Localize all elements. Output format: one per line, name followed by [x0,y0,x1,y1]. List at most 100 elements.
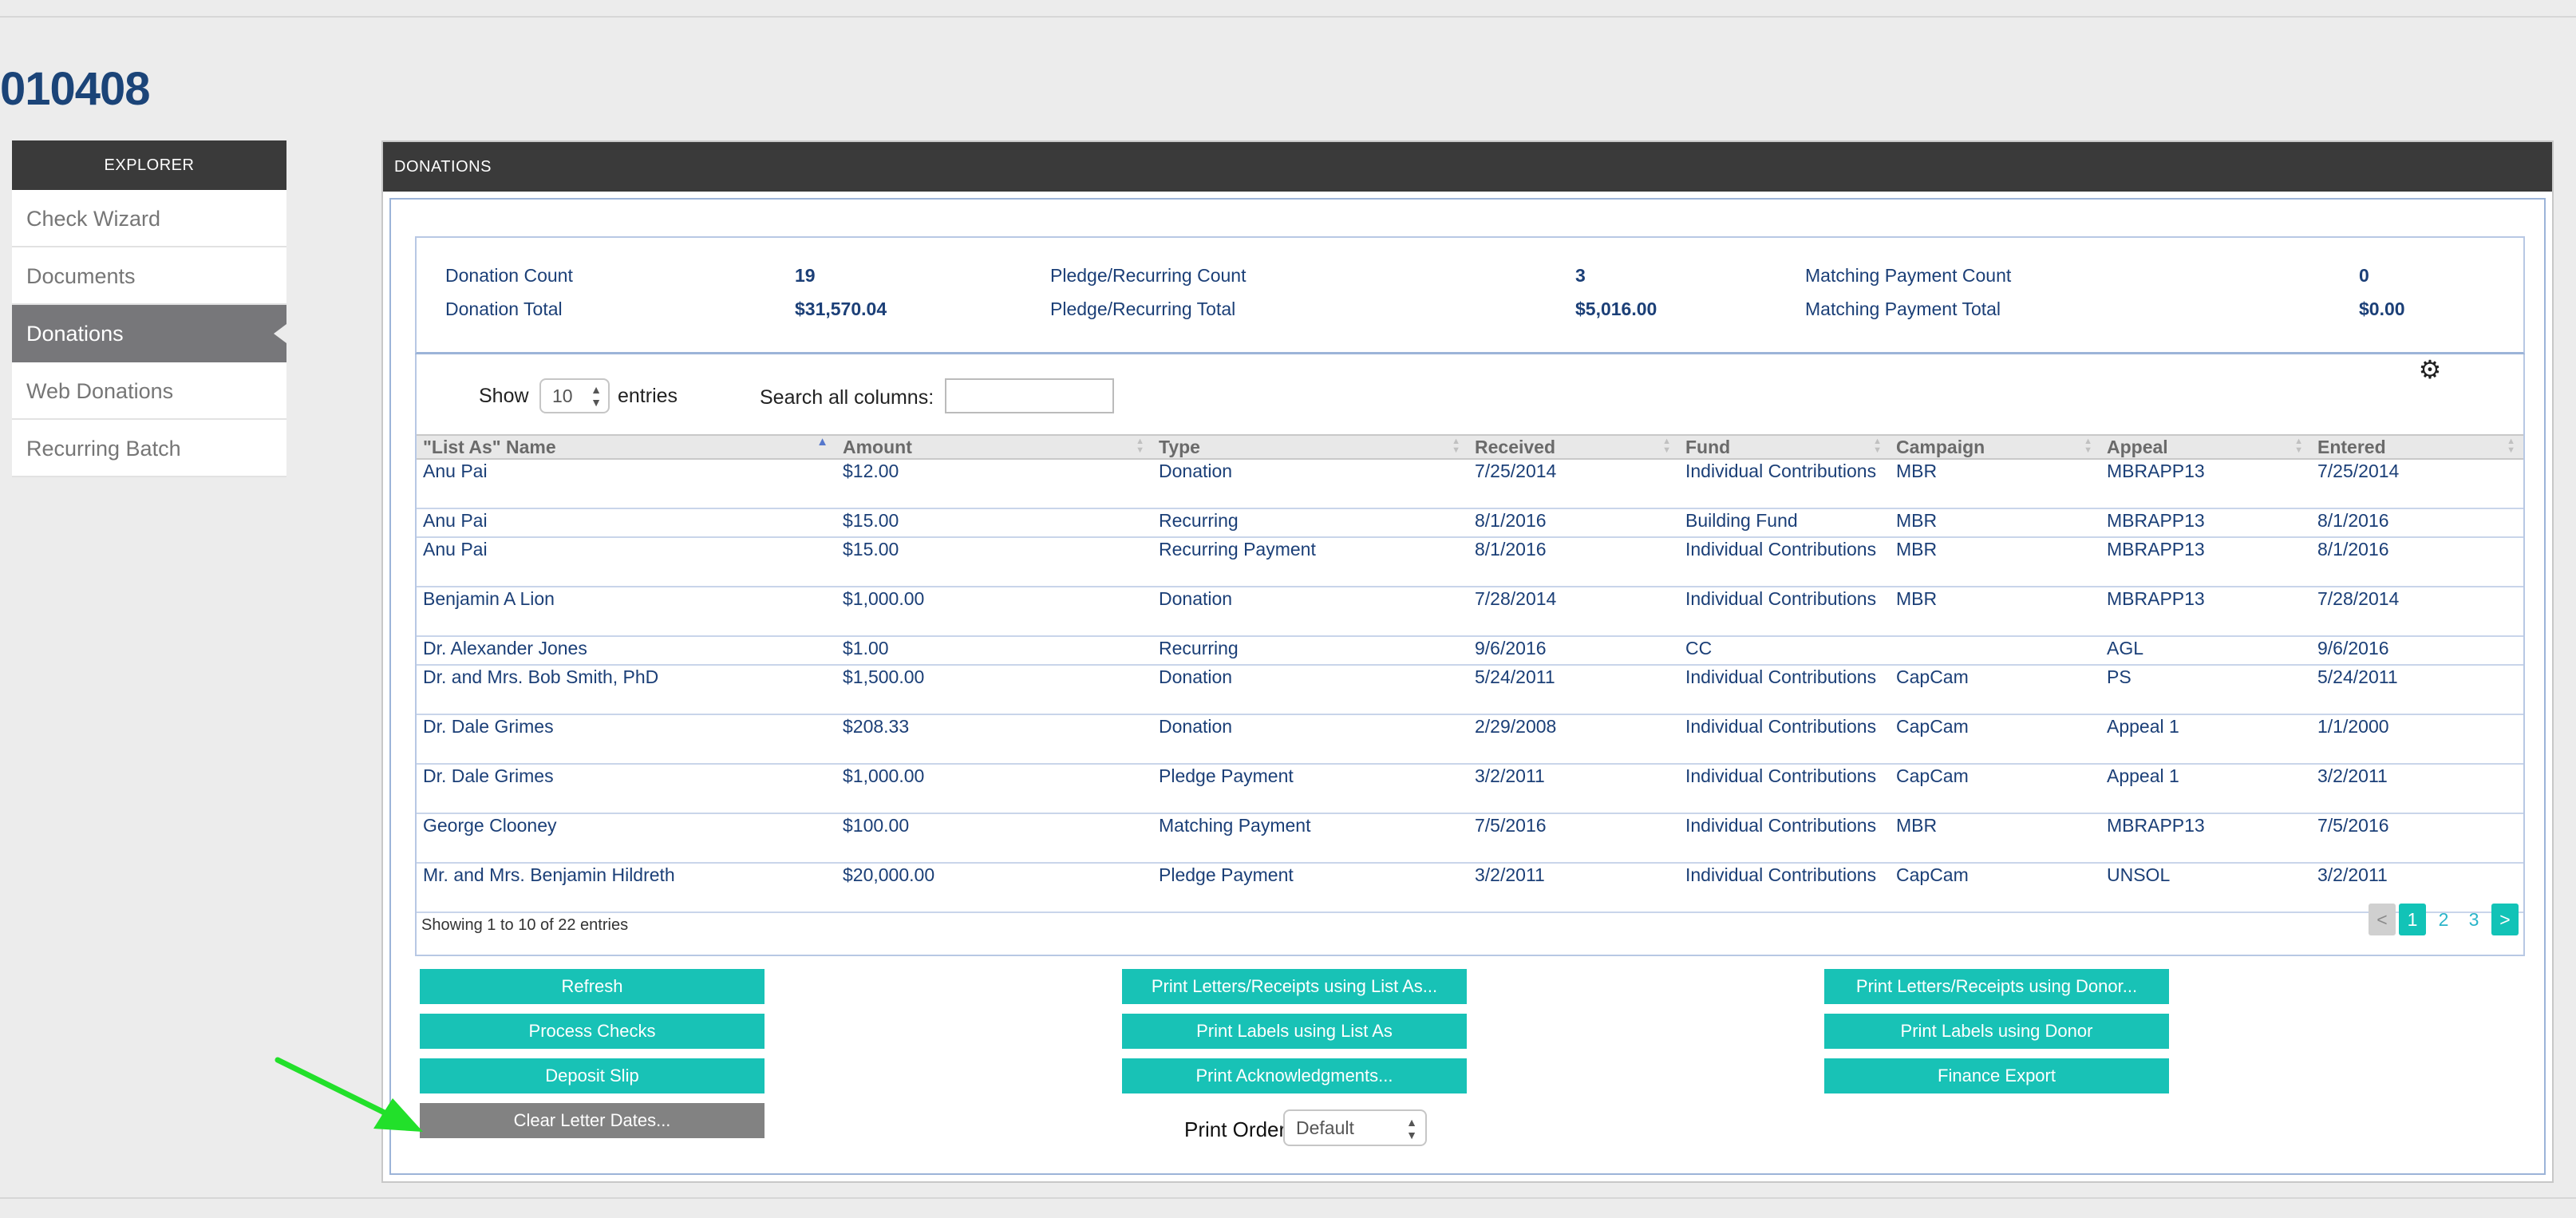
donation-total-label: Donation Total [445,299,563,319]
column-header-type[interactable]: Type ▲ ▼ [1152,434,1468,460]
cell-appeal: MBRAPP13 [2100,459,2311,509]
column-header-entered[interactable]: Entered ▲ ▼ [2311,434,2523,460]
panel-content: Donation Count 19 Donation Total $31,570… [389,198,2546,1175]
table-row[interactable]: Mr. and Mrs. Benjamin Hildreth $20,000.0… [417,863,2523,913]
table-row[interactable]: Dr. Dale Grimes $208.33 Donation 2/29/20… [417,714,2523,765]
refresh-button[interactable]: Refresh [420,969,765,1004]
table-row[interactable]: Dr. and Mrs. Bob Smith, PhD $1,500.00 Do… [417,665,2523,715]
page-2-button[interactable]: 2 [2438,909,2449,930]
cell-type: Donation [1152,714,1468,765]
cell-entered: 9/6/2016 [2311,636,2523,666]
sort-icon: ▲ ▼ [1136,437,1144,455]
cell-fund: Individual Contributions [1679,665,1890,715]
matching-total-value: $0.00 [2359,299,2405,319]
print-labels-list-as-button[interactable]: Print Labels using List As [1122,1014,1467,1049]
sidebar-item-documents[interactable]: Documents [12,247,286,305]
donation-count-value: 19 [795,265,816,286]
donations-table: "List As" Name ▲ Amount ▲ ▼ Type ▲ ▼ Received… [417,434,2523,913]
table-row[interactable]: Dr. Alexander Jones $1.00 Recurring 9/6/… [417,636,2523,666]
cell-entered: 7/25/2014 [2311,459,2523,509]
cell-entered: 3/2/2011 [2311,863,2523,913]
deposit-slip-button[interactable]: Deposit Slip [420,1058,765,1093]
finance-export-button[interactable]: Finance Export [1824,1058,2169,1093]
column-header-received[interactable]: Received ▲ ▼ [1468,434,1679,460]
process-checks-button[interactable]: Process Checks [420,1014,765,1049]
matching-total-label: Matching Payment Total [1805,299,2001,319]
pledge-count-label: Pledge/Recurring Count [1050,265,1247,286]
cell-list-as-name: Dr. Dale Grimes [417,714,836,765]
cell-entered: 3/2/2011 [2311,764,2523,814]
column-header-amount[interactable]: Amount ▲ ▼ [836,434,1152,460]
cell-received: 8/1/2016 [1468,537,1679,587]
print-acknowledgments-button[interactable]: Print Acknowledgments... [1122,1058,1467,1093]
table-row[interactable]: George Clooney $100.00 Matching Payment … [417,813,2523,864]
cell-list-as-name: Anu Pai [417,508,836,538]
sort-ascending-icon: ▲ [816,435,828,449]
cell-amount: $1,000.00 [836,587,1152,637]
sidebar-item-recurring-batch[interactable]: Recurring Batch [12,420,286,477]
matching-count-label: Matching Payment Count [1805,265,2012,286]
pledge-total-value: $5,016.00 [1575,299,1657,319]
table-row[interactable]: Anu Pai $15.00 Recurring Payment 8/1/201… [417,537,2523,587]
sidebar-header: EXPLORER [12,140,286,190]
cell-type: Matching Payment [1152,813,1468,864]
cell-campaign: MBR [1890,537,2100,587]
sidebar-item-check-wizard[interactable]: Check Wizard [12,190,286,247]
table-row[interactable]: Benjamin A Lion $1,000.00 Donation 7/28/… [417,587,2523,637]
cell-fund: Individual Contributions [1679,764,1890,814]
cell-list-as-name: Anu Pai [417,459,836,509]
search-input[interactable] [945,378,1114,413]
cell-fund: Individual Contributions [1679,813,1890,864]
pledge-total-label: Pledge/Recurring Total [1050,299,1236,319]
sidebar-item-donations[interactable]: Donations [12,305,286,362]
column-header-list-as-name[interactable]: "List As" Name ▲ [417,434,836,460]
cell-appeal: MBRAPP13 [2100,508,2311,538]
cell-appeal: MBRAPP13 [2100,587,2311,637]
cell-list-as-name: Mr. and Mrs. Benjamin Hildreth [417,863,836,913]
print-order-select[interactable]: Default ▲ ▼ [1283,1109,1427,1146]
cell-list-as-name: Dr. Alexander Jones [417,636,836,666]
column-header-fund[interactable]: Fund ▲ ▼ [1679,434,1890,460]
table-row[interactable]: Anu Pai $12.00 Donation 7/25/2014 Indivi… [417,459,2523,509]
cell-campaign: MBR [1890,813,2100,864]
matching-count-value: 0 [2359,265,2369,286]
print-labels-donor-button[interactable]: Print Labels using Donor [1824,1014,2169,1049]
cell-fund: Individual Contributions [1679,863,1890,913]
table-row[interactable]: Dr. Dale Grimes $1,000.00 Pledge Payment… [417,764,2523,814]
next-page-button[interactable]: > [2491,904,2519,935]
cell-campaign: CapCam [1890,863,2100,913]
cell-amount: $15.00 [836,508,1152,538]
donation-total-value: $31,570.04 [795,299,887,319]
cell-fund: Individual Contributions [1679,459,1890,509]
print-letters-list-as-button[interactable]: Print Letters/Receipts using List As... [1122,969,1467,1004]
cell-entered: 8/1/2016 [2311,508,2523,538]
page-1-button[interactable]: 1 [2399,904,2426,935]
entries-per-page-select[interactable]: 10 ▲ ▼ [539,378,610,413]
cell-campaign: CapCam [1890,764,2100,814]
cell-amount: $100.00 [836,813,1152,864]
cell-amount: $20,000.00 [836,863,1152,913]
previous-page-button[interactable]: < [2369,904,2396,935]
sort-icon: ▲ ▼ [1452,437,1460,455]
donation-summary: Donation Count 19 Donation Total $31,570… [415,236,2525,354]
sidebar-item-web-donations[interactable]: Web Donations [12,362,286,420]
clear-letter-dates-button[interactable]: Clear Letter Dates... [420,1103,765,1138]
cell-type: Recurring [1152,636,1468,666]
cell-entered: 5/24/2011 [2311,665,2523,715]
sort-icon: ▲ ▼ [2507,437,2515,455]
table-row[interactable]: Anu Pai $15.00 Recurring 8/1/2016 Buildi… [417,508,2523,538]
cell-amount: $1,500.00 [836,665,1152,715]
cell-received: 3/2/2011 [1468,863,1679,913]
column-header-campaign[interactable]: Campaign ▲ ▼ [1890,434,2100,460]
column-header-appeal[interactable]: Appeal ▲ ▼ [2100,434,2311,460]
cell-fund: Individual Contributions [1679,714,1890,765]
cell-type: Recurring [1152,508,1468,538]
cell-amount: $208.33 [836,714,1152,765]
cell-received: 2/29/2008 [1468,714,1679,765]
cell-received: 9/6/2016 [1468,636,1679,666]
gear-icon[interactable]: ⚙ [2418,355,2442,384]
page-3-button[interactable]: 3 [2468,909,2479,930]
explorer-sidebar: EXPLORER Check Wizard Documents Donation… [12,140,286,477]
print-letters-donor-button[interactable]: Print Letters/Receipts using Donor... [1824,969,2169,1004]
cell-type: Donation [1152,665,1468,715]
